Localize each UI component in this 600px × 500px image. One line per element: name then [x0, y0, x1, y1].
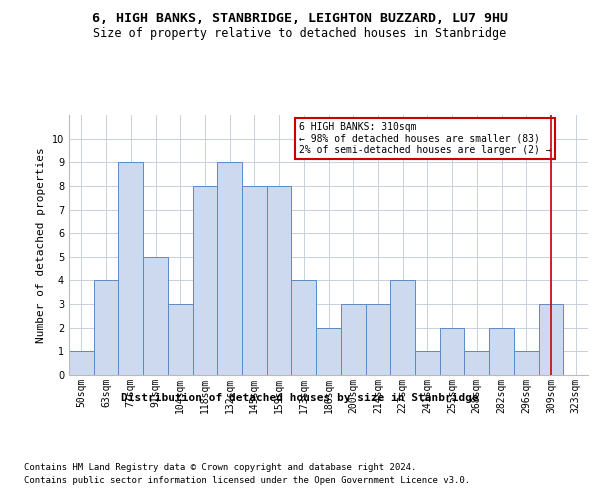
Bar	[489, 328, 514, 375]
Text: Distribution of detached houses by size in Stanbridge: Distribution of detached houses by size …	[121, 392, 479, 402]
Bar	[341, 304, 365, 375]
Text: Contains HM Land Registry data © Crown copyright and database right 2024.: Contains HM Land Registry data © Crown c…	[24, 462, 416, 471]
Bar	[242, 186, 267, 375]
Bar	[440, 328, 464, 375]
Bar	[193, 186, 217, 375]
Text: 6, HIGH BANKS, STANBRIDGE, LEIGHTON BUZZARD, LU7 9HU: 6, HIGH BANKS, STANBRIDGE, LEIGHTON BUZZ…	[92, 12, 508, 26]
Bar	[267, 186, 292, 375]
Bar	[316, 328, 341, 375]
Bar	[539, 304, 563, 375]
Bar	[415, 352, 440, 375]
Bar	[143, 257, 168, 375]
Bar	[390, 280, 415, 375]
Bar	[464, 352, 489, 375]
Text: Contains public sector information licensed under the Open Government Licence v3: Contains public sector information licen…	[24, 476, 470, 485]
Text: 6 HIGH BANKS: 310sqm
← 98% of detached houses are smaller (83)
2% of semi-detach: 6 HIGH BANKS: 310sqm ← 98% of detached h…	[299, 122, 551, 156]
Bar	[94, 280, 118, 375]
Bar	[168, 304, 193, 375]
Bar	[514, 352, 539, 375]
Bar	[217, 162, 242, 375]
Bar	[69, 352, 94, 375]
Bar	[365, 304, 390, 375]
Bar	[292, 280, 316, 375]
Y-axis label: Number of detached properties: Number of detached properties	[37, 147, 46, 343]
Text: Size of property relative to detached houses in Stanbridge: Size of property relative to detached ho…	[94, 28, 506, 40]
Bar	[118, 162, 143, 375]
